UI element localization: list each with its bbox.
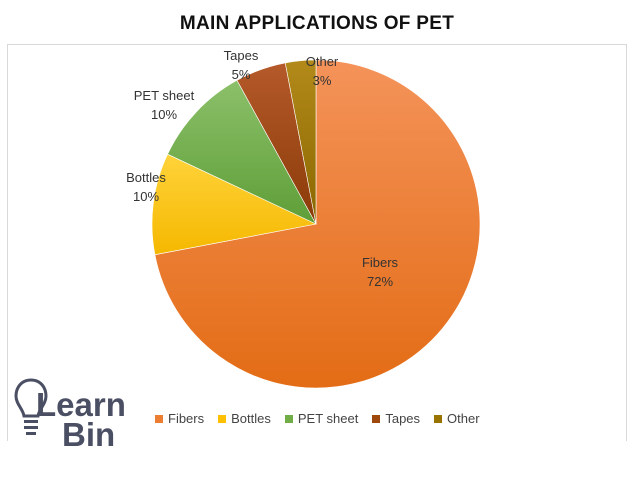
lightbulb-icon bbox=[14, 378, 48, 435]
legend: Fibers Bottles PET sheet Tapes Other bbox=[155, 411, 480, 426]
slice-label-bottles: Bottles bbox=[126, 170, 166, 185]
legend-item-pet-sheet: PET sheet bbox=[284, 411, 359, 426]
slice-label-other: Other bbox=[306, 54, 339, 69]
slice-value-pet-sheet: 10% bbox=[151, 107, 177, 122]
legend-item-fibers: Fibers bbox=[155, 411, 204, 426]
legend-label: PET sheet bbox=[297, 411, 359, 426]
logo-text-learn: Learn bbox=[36, 386, 126, 423]
legend-label: Tapes bbox=[385, 411, 421, 426]
legend-item-bottles: Bottles bbox=[218, 411, 271, 426]
legend-label: Other bbox=[447, 411, 480, 426]
slice-label-tapes: Tapes bbox=[224, 48, 259, 63]
pie-slice-bottles bbox=[151, 153, 317, 256]
legend-swatch bbox=[218, 414, 227, 423]
legend-label: Bottles bbox=[231, 411, 271, 426]
slice-value-tapes: 5% bbox=[232, 67, 251, 82]
slice-label-pet-sheet: PET sheet bbox=[134, 88, 195, 103]
plot-area-border bbox=[7, 44, 627, 441]
slice-value-fibers: 72% bbox=[367, 274, 393, 289]
chart-title: MAIN APPLICATIONS OF PET bbox=[179, 13, 455, 34]
legend-swatch bbox=[155, 414, 163, 423]
legend-swatch bbox=[284, 414, 293, 423]
slice-value-other: 3% bbox=[313, 73, 332, 88]
pie-slice-other bbox=[284, 59, 317, 225]
slice-value-bottles: 10% bbox=[133, 189, 159, 204]
logo-text-bin: Bin bbox=[62, 416, 116, 453]
slice-label-fibers: Fibers bbox=[362, 255, 399, 270]
legend-label: Fibers bbox=[168, 411, 205, 426]
pie-slice-fibers bbox=[154, 59, 481, 389]
legend-item-tapes: Tapes bbox=[372, 411, 420, 426]
legend-swatch bbox=[372, 414, 381, 423]
pie-slice-pet-sheet bbox=[167, 79, 317, 225]
learnbin-logo: Learn Bin bbox=[14, 374, 134, 451]
legend-swatch bbox=[434, 414, 443, 423]
legend-item-other: Other bbox=[434, 411, 480, 426]
